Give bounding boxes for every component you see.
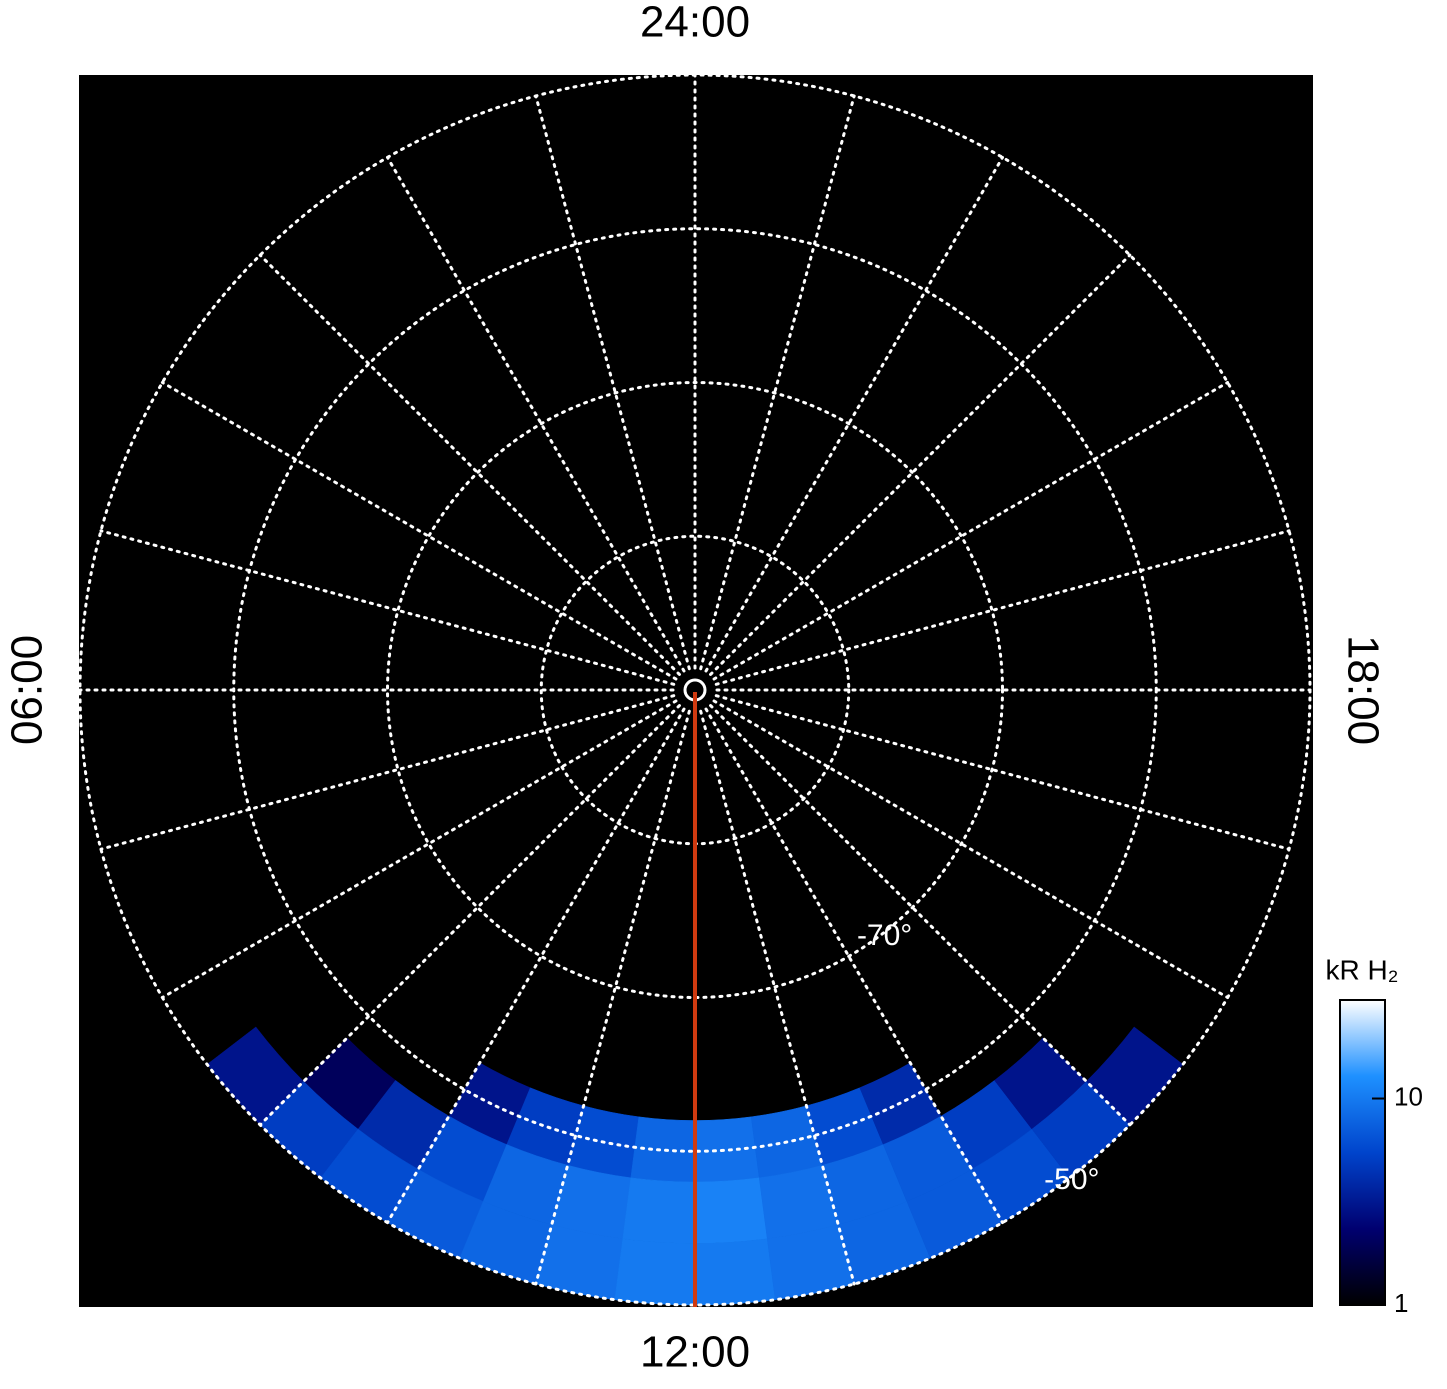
- lt-gridline: [258, 253, 681, 676]
- lt-gridline: [534, 709, 691, 1286]
- colorbar-tick-label: 1: [1394, 1288, 1408, 1318]
- colorbar-label: kR H₂: [1325, 954, 1398, 985]
- lt-gridline: [709, 253, 1132, 676]
- lt-gridline: [712, 699, 1230, 999]
- emission-cell: [630, 1116, 696, 1183]
- lt-label: 18:00: [1338, 635, 1387, 745]
- lt-gridline: [704, 155, 1004, 673]
- lt-label: 12:00: [640, 1328, 750, 1377]
- emission-cell: [694, 1238, 776, 1306]
- lat-label: -70°: [857, 919, 912, 952]
- emission-cell: [694, 1116, 760, 1183]
- colorbar-tick-label: 10: [1394, 1081, 1423, 1111]
- emission-cell: [614, 1238, 696, 1306]
- lt-gridline: [386, 707, 686, 1225]
- lt-label: 24:00: [640, 0, 750, 47]
- grid: [78, 73, 1312, 1307]
- lt-label: 06:00: [3, 635, 52, 745]
- lt-gridline: [160, 381, 678, 681]
- lt-gridline: [714, 529, 1291, 686]
- emission-layer: [206, 1026, 1184, 1306]
- lt-gridline: [99, 694, 676, 851]
- lt-gridline: [258, 704, 681, 1127]
- lt-gridline: [712, 381, 1230, 681]
- lt-gridline: [386, 155, 686, 673]
- lt-gridline: [160, 699, 678, 999]
- colorbar-scale: [1339, 999, 1386, 1306]
- lat-label: -50°: [1044, 1163, 1099, 1196]
- labels: 24:00 06:00 18:00 12:00 -70° -50°: [3, 0, 1388, 1377]
- emission-cell: [622, 1177, 696, 1244]
- emission-cell: [694, 1177, 768, 1244]
- lt-gridline: [714, 694, 1291, 851]
- lt-gridline: [704, 707, 1004, 1225]
- lt-gridline: [699, 94, 856, 671]
- lt-gridline: [534, 94, 691, 671]
- lt-gridline: [699, 709, 856, 1286]
- lt-gridline: [99, 529, 676, 686]
- lt-gridline: [709, 704, 1132, 1127]
- colorbar: kR H₂ 1 10: [1325, 954, 1422, 1317]
